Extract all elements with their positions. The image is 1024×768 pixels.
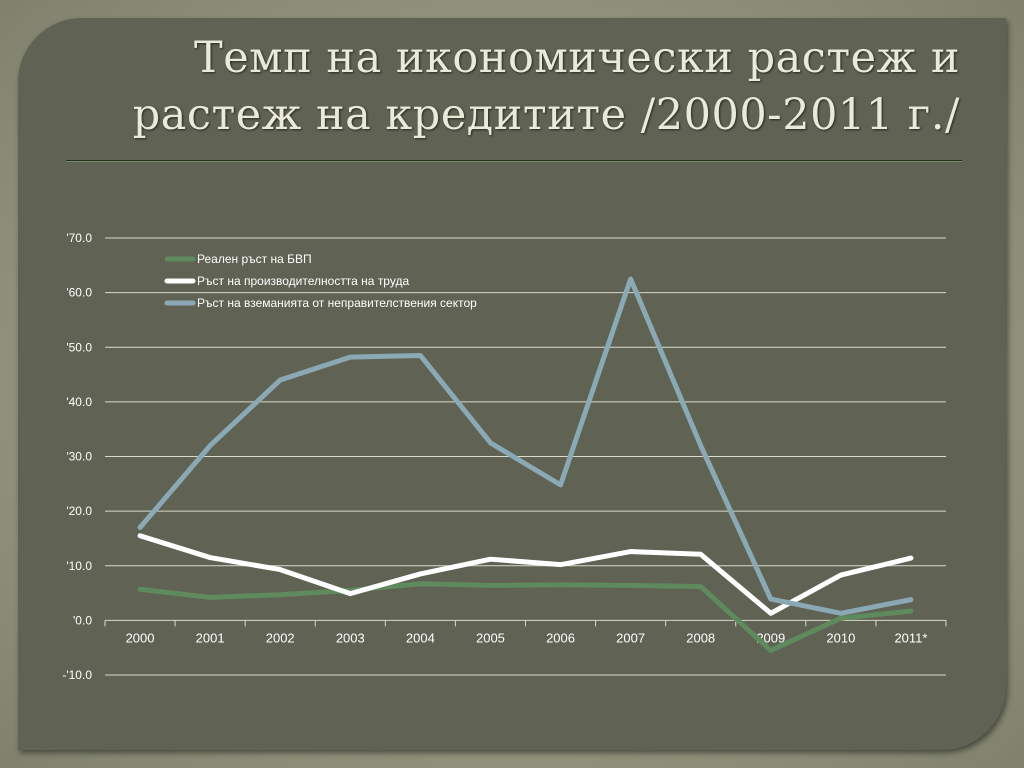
y-tick-label: '0.0 bbox=[73, 613, 92, 627]
chart-grid bbox=[104, 237, 947, 676]
x-tick-label: 2008 bbox=[686, 630, 715, 645]
chart-legend: Реален ръст на БВП Ръст на производително… bbox=[164, 252, 477, 310]
y-axis-labels: -'10.0 '0.0 '10.0 '20.0 '30.0 '40.0 '50.0 '60.0… bbox=[62, 231, 92, 682]
series-line-2 bbox=[137, 533, 914, 616]
x-tick-label: 2006 bbox=[546, 630, 575, 645]
x-tick-label: 2011* bbox=[894, 630, 927, 645]
y-tick-label: '50.0 bbox=[66, 340, 92, 354]
legend-label: Ръст на вземанията от неправителствения … bbox=[197, 296, 477, 310]
y-tick-label: '10.0 bbox=[66, 559, 92, 573]
x-tick-label: 2010 bbox=[826, 630, 855, 645]
y-tick-label: '40.0 bbox=[66, 395, 92, 409]
y-tick-label: '70.0 bbox=[66, 231, 92, 245]
series-line-3 bbox=[137, 276, 914, 616]
x-tick-label: 2003 bbox=[336, 630, 365, 645]
series-line-1 bbox=[137, 581, 914, 653]
x-tick-label: 2001 bbox=[196, 630, 225, 645]
x-axis-labels: 2000 2001 2002 2003 2004 2005 2006 2007 2008 2009… bbox=[126, 630, 928, 645]
x-tick-label: 2000 bbox=[126, 630, 155, 645]
legend-label: Ръст на производителността на труда bbox=[197, 274, 409, 288]
content-panel bbox=[18, 18, 1006, 750]
y-tick-label: '20.0 bbox=[66, 504, 92, 518]
y-tick-label: '60.0 bbox=[66, 286, 92, 300]
x-tick-label: 2007 bbox=[616, 630, 645, 645]
x-tick-label: 2004 bbox=[406, 630, 435, 645]
y-tick-label: '30.0 bbox=[66, 450, 92, 464]
chart-series bbox=[137, 276, 914, 653]
y-tick-label: -'10.0 bbox=[62, 668, 92, 682]
legend-label: Реален ръст на БВП bbox=[197, 252, 312, 266]
x-tick-label: 2002 bbox=[266, 630, 295, 645]
x-tick-label: 2005 bbox=[476, 630, 505, 645]
slide-title: Темп на икономически растеж и растеж на … bbox=[132, 33, 960, 140]
title-divider bbox=[66, 160, 962, 162]
